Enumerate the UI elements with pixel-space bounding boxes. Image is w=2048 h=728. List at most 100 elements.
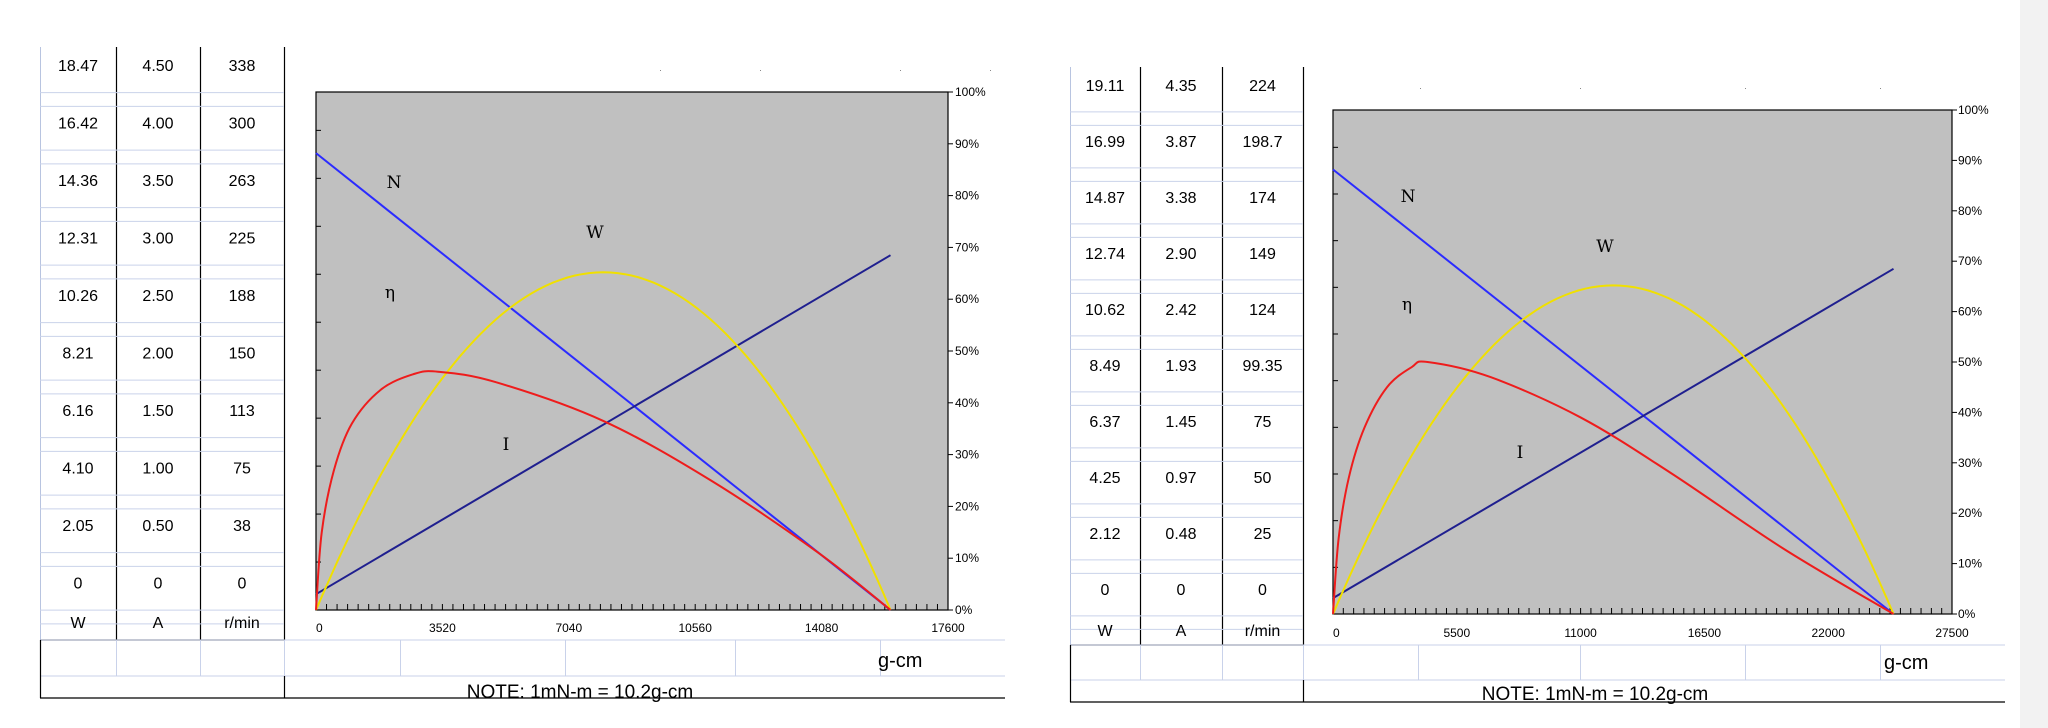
right-axis-label: 20% [1958, 506, 1982, 520]
table-cell: 1.45 [1165, 414, 1196, 431]
right-axis-label: 100% [955, 85, 986, 99]
chart-footer: NOTE: 1mN-m = 10.2g-cm [1069, 88, 2005, 705]
table-cell: 8.49 [1089, 358, 1120, 375]
x-tick-label: 14080 [805, 621, 839, 635]
x-tick-label: 0 [316, 621, 323, 635]
data-table: 18.47 4.50 338 16.42 4.00 300 14.36 3.50 263 12.3… [40, 47, 286, 641]
table-header: A [1176, 623, 1187, 640]
data-table: 19.11 4.35 224 16.99 3.87 198.7 14.87 3.38 174 12… [1070, 67, 1305, 646]
grid-dot [900, 70, 901, 71]
right-axis-label: 80% [1958, 204, 1982, 218]
table-cell: 150 [229, 346, 256, 363]
right-axis-label: 10% [1958, 557, 1982, 571]
table-cell: 188 [229, 288, 256, 305]
series-line-speed [315, 152, 892, 611]
table-cell: 50 [1254, 470, 1272, 487]
table-cell: 8.21 [62, 346, 93, 363]
unit-note: NOTE: 1mN-m = 10.2g-cm [1482, 684, 1708, 705]
table-header: r/min [1245, 623, 1281, 640]
series-line-current [1332, 267, 1895, 599]
table-cell: 14.87 [1085, 190, 1125, 207]
table-cell: 99.35 [1242, 358, 1282, 375]
table-header: r/min [224, 615, 260, 632]
table-header: W [1097, 623, 1113, 640]
table-cell: 6.16 [62, 403, 93, 420]
table-cell: 2.00 [142, 346, 173, 363]
grid-dot [1880, 88, 1881, 89]
grid-dot [1420, 88, 1421, 89]
right-axis-label: 30% [1958, 456, 1982, 470]
table-cell: 0 [154, 576, 163, 593]
series-line-current [315, 254, 892, 596]
table-cell: 2.42 [1165, 302, 1196, 319]
plot-background [315, 91, 949, 611]
x-tick-label: 0 [1333, 626, 1340, 640]
right-axis-label: 70% [955, 240, 979, 254]
table-cell: 0.48 [1165, 526, 1196, 543]
table-cell: 224 [1249, 78, 1276, 95]
label-power-W: W [586, 223, 604, 243]
label-current-I: I [503, 435, 510, 455]
right-axis-label: 80% [955, 189, 979, 203]
grid-dot [660, 70, 661, 71]
right-axis-label: 90% [1958, 153, 1982, 167]
right-axis-label: 70% [1958, 254, 1982, 268]
table-cell: 19.11 [1086, 78, 1125, 95]
x-tick-label: 17600 [931, 621, 965, 635]
table-cell: 38 [233, 518, 251, 535]
right-axis-label: 40% [1958, 405, 1982, 419]
label-power-W: W [1596, 237, 1614, 257]
table-cell: 18.47 [58, 58, 98, 75]
table-cell: 0 [1177, 582, 1186, 599]
x-tick-label: 5500 [1443, 626, 1470, 640]
x-axis-unit: g-cm [878, 650, 922, 672]
series-line-power [1332, 284, 1895, 615]
label-efficiency-eta: η [385, 283, 395, 303]
grid-dot [1580, 88, 1581, 89]
window-edge [2020, 0, 2048, 728]
x-tick-label: 3520 [429, 621, 456, 635]
table-cell: 0 [1101, 582, 1110, 599]
x-tick-label: 16500 [1688, 626, 1722, 640]
table-cell: 12.31 [58, 231, 98, 248]
chart-footer: NOTE: 1mN-m = 10.2g-cm [39, 70, 1005, 703]
right-axis-label: 20% [955, 499, 979, 513]
table-cell: 1.00 [142, 461, 173, 478]
label-efficiency-eta: η [1402, 295, 1412, 315]
table-cell: 3.38 [1165, 190, 1196, 207]
table-cell: 10.62 [1085, 302, 1125, 319]
series-line-power [315, 271, 892, 611]
series-line-efficiency [1332, 360, 1894, 615]
table-cell: 338 [229, 58, 256, 75]
x-tick-label: 7040 [555, 621, 582, 635]
table-cell: 12.74 [1085, 246, 1125, 263]
right-axis-label: 0% [955, 603, 973, 617]
table-cell: 4.10 [62, 461, 93, 478]
table-cell: 263 [229, 173, 256, 190]
table-cell: 225 [229, 231, 256, 248]
unit-note: NOTE: 1mN-m = 10.2g-cm [467, 682, 693, 703]
right-axis-label: 50% [1958, 355, 1982, 369]
table-cell: 2.90 [1165, 246, 1196, 263]
table-cell: 75 [1254, 414, 1272, 431]
x-tick-label: 11000 [1564, 626, 1597, 640]
table-header: W [70, 615, 86, 632]
table-cell: 1.50 [142, 403, 173, 420]
plot-area: 0 3520 7040 10560 14080 17600 0% 10% 20% 30% 40% 50… [315, 85, 986, 672]
right-axis-label: 90% [955, 137, 979, 151]
x-tick-label: 22000 [1812, 626, 1846, 640]
table-cell: 300 [229, 116, 256, 133]
series-line-speed [1332, 168, 1895, 615]
table-cell: 16.99 [1085, 134, 1125, 151]
right-axis-label: 50% [955, 344, 979, 358]
table-cell: 2.12 [1089, 526, 1120, 543]
right-axis-label: 100% [1958, 103, 1989, 117]
table-cell: 25 [1254, 526, 1272, 543]
table-cell: 6.37 [1089, 414, 1120, 431]
table-cell: 16.42 [58, 116, 98, 133]
series-line-efficiency [315, 370, 892, 611]
label-speed-N: N [387, 173, 402, 193]
plot-background [1332, 109, 1953, 615]
right-axis-label: 60% [1958, 305, 1982, 319]
